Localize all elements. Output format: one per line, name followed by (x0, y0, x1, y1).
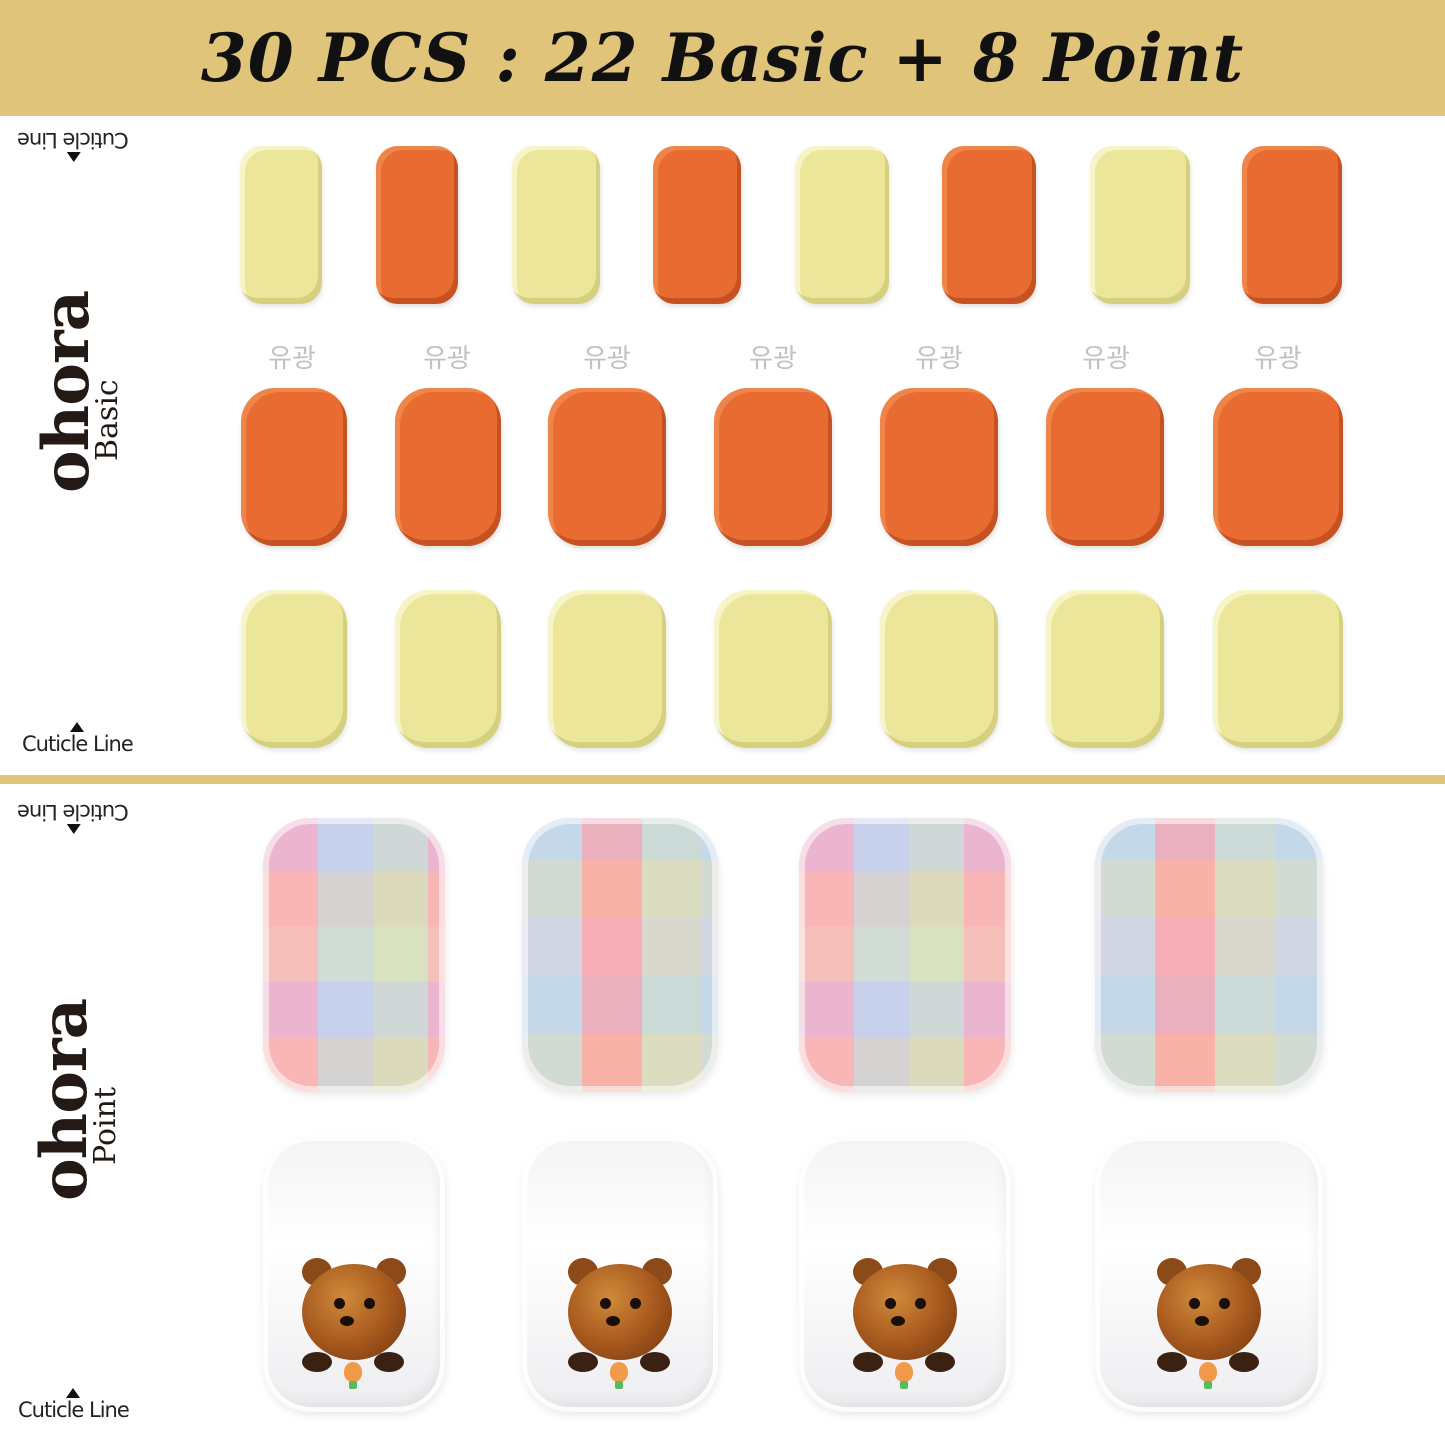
bear-charm-nail (799, 1136, 1011, 1412)
brand-block: ohora Point (27, 999, 123, 1209)
plaid-nail (799, 818, 1011, 1092)
nail-tip (376, 146, 458, 304)
gloss-label: 유광 (268, 344, 316, 374)
arrow-icon (66, 152, 81, 162)
nail-tip (1213, 388, 1343, 546)
plaid-nail (522, 818, 718, 1092)
arrow-icon (70, 722, 85, 732)
banner-title: 30 PCS : 22 Basic + 8 Point (200, 19, 1245, 97)
cuticle-line-bottom: Cuticle Line (18, 1388, 130, 1422)
cuticle-line-top: Cuticle Line (18, 800, 129, 834)
plaid-nail (1095, 818, 1323, 1092)
nail-tip (714, 388, 832, 546)
carrot-icon (344, 1362, 362, 1382)
gloss-label: 유광 (915, 344, 963, 374)
nail-tip (880, 590, 998, 748)
carrot-icon (895, 1362, 913, 1382)
gloss-label: 유광 (583, 344, 631, 374)
bear-charm (1149, 1258, 1269, 1394)
gloss-label: 유광 (749, 344, 797, 374)
bear-charm-nail (1095, 1136, 1323, 1412)
plaid-nail (263, 818, 445, 1092)
nail-tip (1046, 388, 1164, 546)
bear-charm-nail (522, 1136, 718, 1412)
nail-tip (942, 146, 1036, 304)
carrot-icon (1199, 1362, 1217, 1382)
title-banner: 30 PCS : 22 Basic + 8 Point (0, 0, 1445, 116)
cuticle-line-label: Cuticle Line (22, 732, 134, 756)
basic-nail-sheet: Cuticle Line ohora Basic 유광 유광 유광 유광 유광 … (0, 116, 1445, 775)
nail-tip (241, 388, 347, 546)
gloss-label: 유광 (423, 344, 471, 374)
nail-tip (548, 388, 666, 546)
bear-charm (294, 1258, 414, 1394)
nail-tip (653, 146, 741, 304)
cuticle-line-bottom: Cuticle Line (22, 722, 134, 756)
nail-tip (395, 590, 501, 748)
nail-tip (241, 590, 347, 748)
nail-tip (714, 590, 832, 748)
brand-subtitle: Basic (90, 379, 125, 461)
nail-tip (512, 146, 600, 304)
bear-charm (845, 1258, 965, 1394)
cuticle-line-top: Cuticle Line (18, 128, 129, 162)
brand-block: ohora Basic (29, 291, 125, 501)
arrow-icon (66, 824, 81, 834)
point-nail-sheet: Cuticle Line ohora Point (0, 784, 1445, 1445)
nail-tip (1242, 146, 1342, 304)
arrow-icon (66, 1388, 81, 1398)
cuticle-line-label: Cuticle Line (18, 800, 129, 824)
cuticle-line-label: Cuticle Line (18, 128, 129, 152)
gloss-label: 유광 (1082, 344, 1130, 374)
gloss-label: 유광 (1254, 344, 1302, 374)
section-divider (0, 775, 1445, 784)
nail-tip (880, 388, 998, 546)
nail-tip (1090, 146, 1190, 304)
carrot-icon (610, 1362, 628, 1382)
nail-tip (395, 388, 501, 546)
nail-tip (548, 590, 666, 748)
nail-tip (240, 146, 322, 304)
bear-charm-nail (263, 1136, 445, 1412)
nail-tip (1046, 590, 1164, 748)
bear-charm (560, 1258, 680, 1394)
nail-tip (1213, 590, 1343, 748)
cuticle-line-label: Cuticle Line (18, 1398, 130, 1422)
brand-subtitle: Point (88, 1086, 123, 1165)
nail-tip (795, 146, 889, 304)
